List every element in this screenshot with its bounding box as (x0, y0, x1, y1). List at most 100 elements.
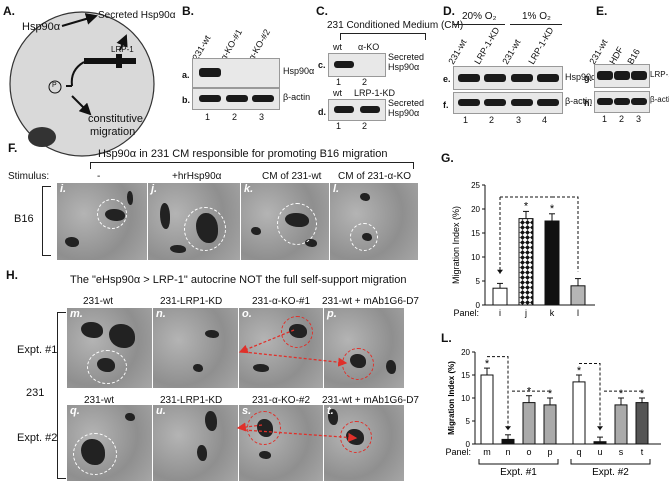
g-y-tick-label: 0 (476, 301, 481, 310)
panel-f-sub-i: i. (60, 183, 67, 195)
l-y-tick-label: 15 (461, 371, 470, 380)
panel-h-r1-label-4: 231-wt + mAb1G6-D7 (322, 296, 419, 307)
panel-f-sub-k: k. (244, 183, 254, 195)
panel-h-label: H. (6, 268, 18, 282)
panel-h-sub-u: u. (156, 405, 166, 417)
panel-c-row-c: c. (318, 60, 326, 70)
panel-f-image-k (241, 183, 329, 260)
l-x-tick-label: u (597, 447, 602, 457)
l-x-tick-label: q (576, 447, 581, 457)
l-significance-star: * (577, 365, 582, 377)
l-significance-star: * (485, 358, 490, 370)
l-comparison-arrow (579, 363, 601, 431)
panel-h-r2-label-4: 231-wt + mAb1G6-D7 (322, 395, 419, 406)
panel-c-band-c: Secreted Hsp90α (388, 52, 425, 72)
panel-a-p: P (52, 82, 57, 89)
panel-d-label: D. (443, 4, 455, 18)
panel-a-constitutive: constitutive (88, 113, 144, 125)
l-x-tick-label: t (641, 447, 644, 457)
panel-f-side-bracket (42, 186, 51, 256)
panel-c-band-d: Secreted Hsp90α (388, 98, 425, 118)
panel-h-title: The "eHsp90α > LRP-1" autocrine NOT the … (70, 274, 407, 286)
panel-h-sub-q: q. (70, 405, 80, 417)
panel-e-blot-h (594, 91, 650, 113)
panel-h-sub-s: s. (242, 405, 252, 417)
l-x-tick-label: m (483, 447, 491, 457)
panel-h-r2-label-1: 231-wt (84, 395, 115, 406)
l-group-bracket-2 (570, 459, 651, 465)
g-bar (518, 218, 534, 306)
panel-f-stim-1: - (97, 171, 101, 182)
panel-h-side-bracket (57, 312, 66, 479)
panel-a-diagram (9, 11, 155, 157)
panel-c-label: C. (316, 4, 328, 18)
g-y-tick-label: 5 (476, 277, 481, 286)
g-arrowhead (497, 269, 503, 274)
l-bar (480, 374, 494, 445)
panel-d-line-b (510, 24, 562, 25)
g-comparison-line (500, 196, 579, 272)
g-y-tick-label: 10 (471, 253, 480, 262)
panel-a-hsp: Hsp90α (22, 21, 61, 33)
panel-f-stimulus: Stimulus: (8, 171, 50, 182)
panel-d-num-2: 2 (489, 115, 495, 125)
l-comparison-arrow (487, 356, 509, 431)
panel-e-band-h: β-actin (650, 95, 669, 104)
l-significance-star: * (640, 388, 645, 400)
panel-b-num-2: 2 (232, 112, 238, 122)
panel-d-blot-f (453, 92, 563, 114)
panel-f-image-i (57, 183, 147, 260)
panel-d-o2b: 1% O₂ (522, 11, 551, 22)
g-x-tick-label: j (524, 308, 527, 318)
panel-d-num-1: 1 (463, 115, 469, 125)
l-significance-star: * (619, 388, 624, 400)
panel-h-cell: 231 (26, 387, 45, 399)
l-x-tick-label: n (505, 447, 510, 457)
panel-h-r2-label-3: 231-α-KO-#2 (252, 395, 311, 406)
panel-h-sub-p: p. (327, 308, 337, 320)
panel-h-image-u (153, 405, 238, 481)
panel-h-sub-o: o. (242, 308, 252, 320)
l-bar (593, 441, 607, 445)
panel-e-band-g: LRP-1 (650, 70, 669, 79)
panel-c-blot-c (328, 53, 386, 77)
panel-h-r1-label-1: 231-wt (83, 296, 114, 307)
l-y-tick-label: 0 (466, 440, 471, 449)
g-significance-star: * (550, 203, 555, 215)
l-bar (543, 404, 557, 445)
l-arrowhead (597, 426, 603, 431)
l-bar (572, 381, 586, 445)
panel-e-label: E. (596, 4, 608, 18)
panel-c-lane-ko: α-KO (358, 42, 380, 52)
panel-c-bracket (340, 33, 426, 40)
panel-c-lane-wt2: wt (333, 88, 342, 98)
l-bar (635, 402, 649, 445)
g-panel-label: Panel: (453, 308, 479, 318)
panel-d-blot-e (453, 66, 563, 90)
panel-f-cell: B16 (14, 213, 34, 225)
panel-f-image-j (148, 183, 240, 260)
panel-f-stim-2: +hrHsp90α (172, 171, 222, 182)
panel-h-r1-label-3: 231-α-KO-#1 (252, 296, 311, 307)
panel-a-migration: migration (90, 126, 136, 138)
l-x-tick-label: o (526, 447, 531, 457)
panel-h-sub-n: n. (156, 308, 166, 320)
panel-c-num-3: 1 (336, 121, 342, 131)
panel-h-image-o (239, 308, 323, 388)
g-bar (492, 287, 508, 306)
panel-c-blot-d (328, 99, 386, 121)
panel-h-image-s (239, 405, 323, 481)
panel-b-label: B. (182, 4, 194, 18)
panel-f-label: F. (8, 141, 18, 155)
panel-e-row-h: h. (584, 98, 592, 108)
panel-f-title: Hsp90α in 231 CM responsible for promoti… (98, 148, 388, 160)
panel-f-sub-j: j. (151, 183, 158, 195)
panel-c-lane-wt: wt (333, 42, 342, 52)
panel-a-receptor: LRP-1 (111, 45, 134, 54)
panel-h-r1-label-2: 231-LRP1-KD (160, 296, 223, 307)
panel-b-blot-b (192, 88, 280, 110)
panel-d-num-4: 4 (542, 115, 548, 125)
panel-c-num-1: 1 (336, 77, 342, 87)
panel-b-blot-a (192, 58, 280, 88)
